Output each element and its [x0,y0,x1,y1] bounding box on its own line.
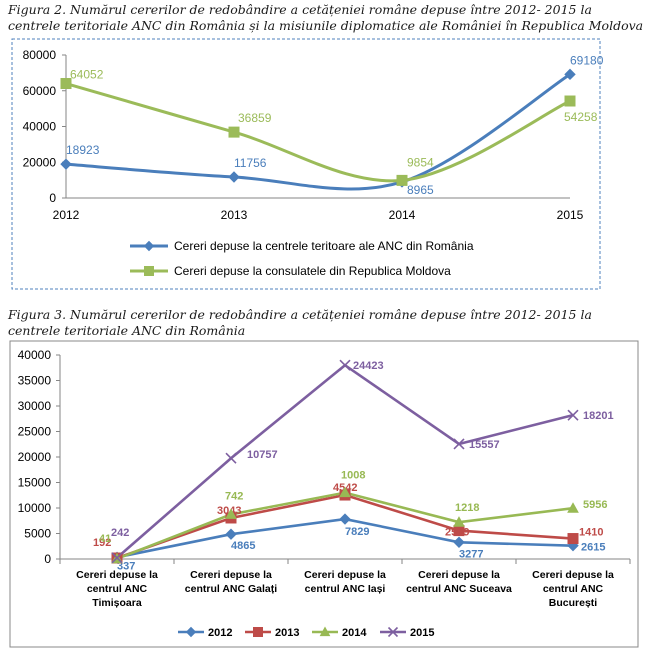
series-line [65,73,571,191]
data-label: 69180 [570,53,604,67]
y-tick-label: 5000 [24,527,51,541]
data-label: 3043 [217,505,241,517]
chart-2-frame [9,340,639,648]
data-label: 2569 [445,527,469,539]
x-category-label: centrul ANC Iași [305,583,386,595]
data-label: 7829 [345,526,369,538]
data-label: 18201 [583,410,614,422]
data-label: 24423 [353,360,384,372]
y-tick-label: 0 [44,552,51,566]
legend-marker [144,266,154,276]
data-point [396,174,408,186]
data-point [225,452,237,464]
y-tick-label: 40000 [18,348,52,362]
y-tick-label: 15000 [18,476,52,490]
data-point [564,95,576,107]
x-category-label: Cereri depuse la [190,569,272,581]
data-label: 9854 [407,155,434,169]
data-point [453,438,465,450]
x-category-label: Cereri depuse la [304,569,386,581]
data-point [60,78,72,90]
x-category-label: Cereri depuse la [532,569,614,581]
figure-2-chart: 0 20000 40000 60000 80000 2012 2013 2014 2015 18… [11,38,604,290]
data-point [225,508,237,519]
data-label: 5956 [583,499,607,511]
legend-marker [143,240,155,252]
x-tick-label: 2015 [557,208,584,222]
x-category-label: Cereri depuse la [418,569,500,581]
data-label: 11756 [234,156,267,170]
legend-marker [253,627,263,637]
data-point [339,486,351,498]
x-category-label: centrul ANC [543,583,604,595]
legend-label: 2015 [410,627,434,639]
series-line [65,82,571,183]
y-tick-label: 30000 [18,399,52,413]
y-tick-label: 80000 [23,48,57,62]
legend-label: Cereri depuse la centrele teritoare ale … [174,239,474,253]
legend-marker [319,626,331,637]
figure-2-caption: Figura 2. Numărul cererilor de redobândi… [8,2,644,33]
data-label: 1218 [455,502,479,514]
data-point [564,68,576,81]
data-point [567,533,579,545]
data-point [228,126,240,138]
x-tick-label: 2013 [221,208,248,222]
legend-label: Cereri depuse la consulatele din Republi… [174,264,451,278]
x-category-label: centrul ANC [87,583,148,595]
data-label: 36859 [238,111,272,125]
y-tick-label: 25000 [18,425,52,439]
data-label: 1410 [579,527,603,539]
data-label: 1008 [341,470,365,482]
legend-marker [387,626,399,638]
data-label: 41 [99,533,111,545]
data-label: 8965 [407,183,434,197]
y-tick-label: 20000 [23,155,57,169]
y-tick-label: 35000 [18,374,52,388]
data-label: 192 [93,537,111,549]
data-point [453,516,465,527]
y-tick-label: 20000 [18,450,52,464]
data-point [339,359,351,371]
data-label: 3277 [459,548,483,560]
data-point [453,536,465,548]
x-category-label: Timișoara [92,597,142,609]
y-tick-label: 40000 [23,120,57,134]
data-label: 242 [111,527,129,539]
legend-marker [185,626,197,638]
x-category-label: București [549,597,598,609]
data-label: 15557 [469,439,500,451]
data-label: 54258 [564,110,598,124]
data-point [111,552,123,564]
data-point [228,171,240,183]
x-tick-label: 2014 [389,208,416,222]
data-label: 10757 [247,449,278,461]
y-tick-label: 60000 [23,84,57,98]
figure-3-chart: 0 5000 10000 15000 20000 25000 30000 35000 40000… [9,340,639,648]
data-label: 64052 [70,68,104,82]
x-category-label: centrul ANC Suceava [406,583,512,595]
data-point [567,502,579,513]
data-point [339,513,351,525]
chart-1-frame [11,38,601,290]
data-label: 18923 [66,143,100,157]
legend-label: 2013 [275,627,299,639]
legend-label: 2012 [208,627,232,639]
data-label: 742 [225,490,243,502]
x-category-label: centrul ANC Galați [185,583,277,595]
y-tick-label: 10000 [18,501,52,515]
x-category-label: Cereri depuse la [76,569,158,581]
data-point [225,528,237,540]
data-point [567,409,579,421]
legend-label: 2014 [342,627,367,639]
figure-3-caption: Figura 3. Numărul cererilor de redobândi… [8,307,592,338]
y-tick-label: 0 [49,191,56,205]
x-tick-label: 2012 [53,208,80,222]
data-label: 2615 [581,542,605,554]
data-label: 4865 [231,540,255,552]
data-point [60,158,72,170]
